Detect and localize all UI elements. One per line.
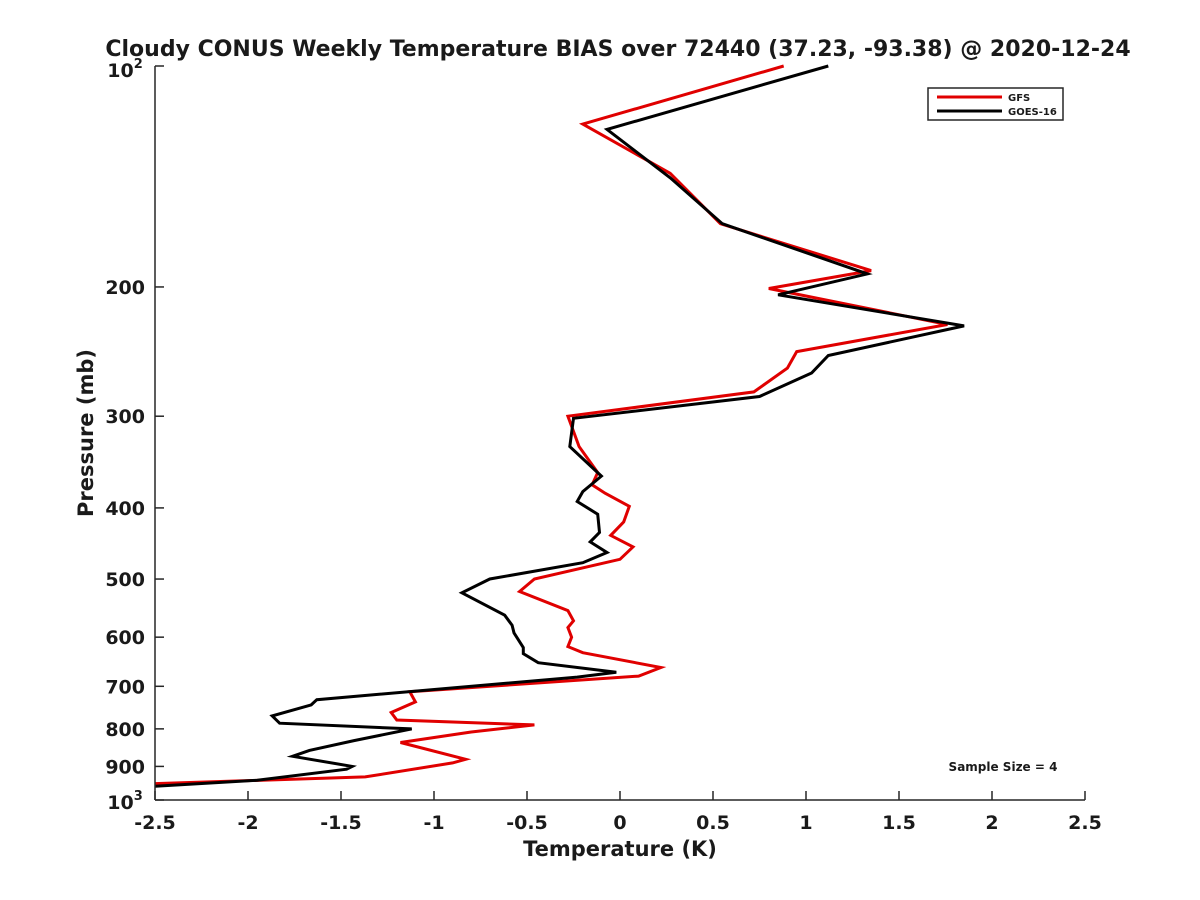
y-top-exp: 2	[134, 57, 143, 72]
x-tick-label: 2.5	[1068, 812, 1102, 834]
y-bottom-base: 10	[107, 792, 133, 814]
plot-frame	[155, 66, 1085, 800]
series-group	[155, 64, 965, 788]
x-tick-label: 1.5	[882, 812, 916, 834]
y-tick-label: 700	[105, 676, 145, 698]
svg-text:102: 102	[107, 57, 143, 82]
x-tick-label: -2.5	[134, 812, 176, 834]
x-tick-label: -0.5	[506, 812, 548, 834]
x-tick-label: 0.5	[696, 812, 730, 834]
y-tick-label: 800	[105, 719, 145, 741]
y-tick-label: 400	[105, 498, 145, 520]
y-top-base: 10	[107, 60, 133, 82]
x-axis-label: Temperature (K)	[523, 837, 717, 861]
y-axis-label: Pressure (mb)	[74, 349, 98, 517]
legend-label-gfs: GFS	[1008, 93, 1030, 104]
svg-text:103: 103	[107, 789, 143, 814]
y-tick-label: 600	[105, 627, 145, 649]
x-axis-ticks: -2.5 -2 -1.5 -1 -0.5 0 0.5 1 1.5 2 2.5	[134, 791, 1102, 834]
series-line-goes-16	[155, 64, 965, 788]
x-tick-label: 1	[799, 812, 812, 834]
y-tick-label: 300	[105, 406, 145, 428]
x-tick-label: 2	[985, 812, 998, 834]
chart-title: Cloudy CONUS Weekly Temperature BIAS ove…	[105, 37, 1130, 62]
legend: GFS GOES-16	[927, 87, 1064, 121]
x-tick-label: -2	[237, 812, 258, 834]
y-axis-bottom-label: 103	[107, 789, 143, 814]
y-tick-label: 900	[105, 756, 145, 778]
y-bottom-exp: 3	[134, 789, 143, 804]
sample-size-annotation: Sample Size = 4	[949, 760, 1058, 774]
legend-label-goes-16: GOES-16	[1008, 107, 1057, 118]
series-line-gfs	[155, 64, 948, 786]
plot-area	[154, 64, 1085, 801]
legend-box	[927, 87, 1064, 121]
x-tick-label: -1.5	[320, 812, 362, 834]
y-tick-label: 500	[105, 569, 145, 591]
y-tick-label: 200	[105, 277, 145, 299]
y-axis-ticks: 200 300 400 500 600 700 800 900	[105, 65, 164, 801]
x-tick-label: 0	[613, 812, 626, 834]
y-axis-top-label: 102	[107, 57, 143, 82]
x-tick-label: -1	[423, 812, 444, 834]
